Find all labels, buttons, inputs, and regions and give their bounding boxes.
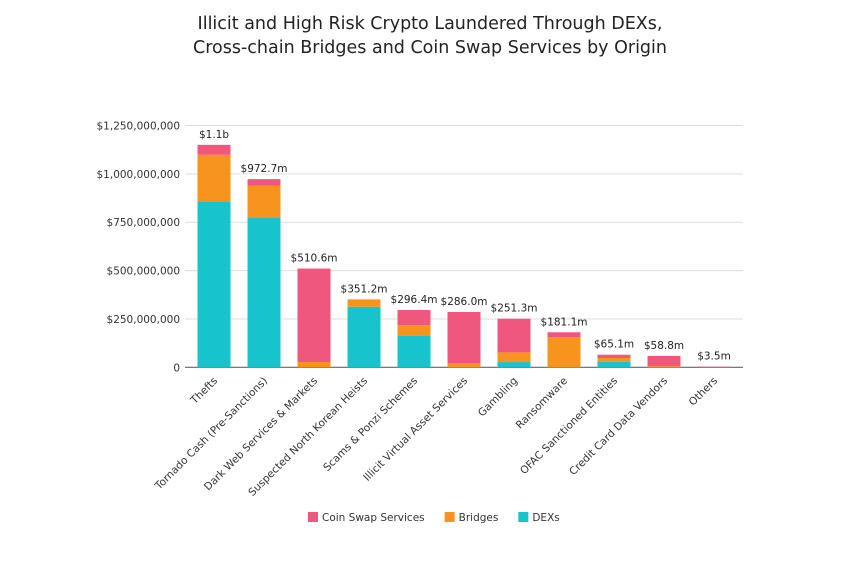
bar-segment-bridges xyxy=(297,361,331,368)
total-label: $286.0m xyxy=(441,296,488,308)
y-tick-label: $500,000,000 xyxy=(107,266,180,278)
y-tick-label: $1,250,000,000 xyxy=(97,121,181,133)
y-tick-label: $750,000,000 xyxy=(107,217,180,229)
total-label: $3.5m xyxy=(697,351,731,363)
x-tick-label: Thefts xyxy=(188,375,220,407)
bar-segment-coin-swap-services xyxy=(497,318,531,353)
bar-segment-dexs xyxy=(397,335,431,368)
bar-segment-bridges xyxy=(597,358,631,362)
bar-segment-dexs xyxy=(247,217,281,368)
bar-segment-coin-swap-services xyxy=(247,179,281,186)
legend-label: Coin Swap Services xyxy=(322,512,425,524)
chart-title: Illicit and High Risk Crypto Laundered T… xyxy=(198,14,663,34)
x-tick-label: OFAC Sanctioned Entities xyxy=(518,375,620,477)
bar-segment-coin-swap-services xyxy=(697,366,731,368)
bar-segment-bridges xyxy=(547,337,581,368)
bar-segment-bridges xyxy=(497,352,531,363)
bar-segment-coin-swap-services xyxy=(647,355,681,367)
legend-swatch xyxy=(308,512,318,522)
x-tick-label: Others xyxy=(687,375,720,408)
legend-label: Bridges xyxy=(459,512,499,524)
y-tick-label: $250,000,000 xyxy=(107,314,180,326)
y-tick-label: $1,000,000,000 xyxy=(97,169,181,181)
bar-segment-dexs xyxy=(197,201,231,368)
chart-title-line2: Cross-chain Bridges and Coin Swap Servic… xyxy=(193,38,667,58)
y-tick-label: 0 xyxy=(173,362,180,374)
total-label: $351.2m xyxy=(341,283,388,295)
total-label: $58.8m xyxy=(644,340,684,352)
x-tick-label: Illicit Virtual Asset Services xyxy=(361,375,470,484)
bar-segment-dexs xyxy=(597,361,631,368)
bar-segment-coin-swap-services xyxy=(297,268,331,362)
bar-segment-coin-swap-services xyxy=(197,144,231,155)
legend-swatch xyxy=(444,512,455,522)
bar-segment-bridges xyxy=(247,185,281,218)
bar-segment-coin-swap-services xyxy=(397,309,431,326)
legend-label: DEXs xyxy=(532,512,559,524)
total-label: $510.6m xyxy=(291,253,338,265)
x-tick-label: Ransomware xyxy=(514,375,570,431)
total-label: $181.1m xyxy=(541,316,588,328)
x-tick-label: Gambling xyxy=(476,375,520,419)
legend-swatch xyxy=(518,512,529,522)
bar-segment-dexs xyxy=(347,306,381,368)
total-label: $972.7m xyxy=(241,163,288,175)
x-tick-label: Credit Card Data Vendors xyxy=(567,375,670,478)
bar-segment-coin-swap-services xyxy=(447,311,481,364)
total-label: $296.4m xyxy=(391,294,438,306)
bar-segment-bridges xyxy=(347,299,381,307)
bar-segment-dexs xyxy=(497,362,531,368)
bar-segment-bridges xyxy=(197,154,231,202)
bar-segment-coin-swap-services xyxy=(547,332,581,338)
total-label: $1.1b xyxy=(199,129,229,141)
bar-segment-bridges xyxy=(647,366,681,368)
bar-segment-bridges xyxy=(447,363,481,368)
x-tick-label: Scams & Ponzi Schemes xyxy=(321,375,420,474)
total-label: $251.3m xyxy=(491,303,538,315)
bar-segment-coin-swap-services xyxy=(597,354,631,359)
bar-segment-bridges xyxy=(397,325,431,336)
total-label: $65.1m xyxy=(594,339,634,351)
